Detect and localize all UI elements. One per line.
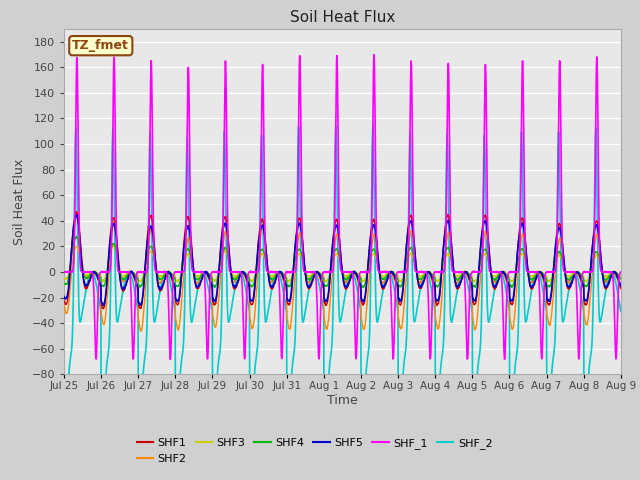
SHF_2 [359,401,367,407]
Line: SHF_1: SHF_1 [64,55,621,360]
SHF_2 [60,388,68,394]
SHF2 [505,286,513,291]
SHF4 [211,285,219,290]
SHF_1 [60,269,68,275]
Line: SHF1: SHF1 [64,212,621,309]
SHF4 [216,263,223,268]
Y-axis label: Soil Heat Flux: Soil Heat Flux [13,158,26,245]
SHF2 [60,302,68,308]
SHF3 [110,242,118,248]
Line: SHF3: SHF3 [64,245,621,282]
SHF3 [216,264,223,269]
SHF2 [74,209,81,215]
SHF1 [60,298,68,303]
SHF5 [60,294,68,300]
SHF3 [359,278,367,284]
SHF4 [584,283,591,288]
SHF1 [216,255,223,261]
Title: Soil Heat Flux: Soil Heat Flux [290,10,395,25]
SHF_1 [617,269,625,275]
SHF2 [138,328,145,334]
SHF_1 [505,270,513,276]
SHF_2 [216,352,223,358]
SHF3 [568,271,576,277]
SHF5 [359,298,367,304]
SHF5 [505,281,513,287]
X-axis label: Time: Time [327,394,358,407]
SHF_1 [568,269,576,275]
SHF_2 [505,304,513,310]
SHF_2 [568,273,576,278]
SHF3 [584,277,591,283]
SHF5 [371,227,379,232]
SHF3 [505,272,513,278]
SHF3 [99,279,106,285]
SHF5 [568,278,576,284]
SHF3 [371,252,379,258]
SHF_1 [166,357,174,362]
Line: SHF_2: SHF_2 [64,125,621,405]
SHF5 [99,302,107,308]
SHF4 [568,274,576,279]
SHF4 [359,284,367,289]
SHF2 [216,285,223,290]
SHF_2 [371,255,379,261]
SHF4 [505,275,513,281]
Line: SHF4: SHF4 [64,236,621,288]
SHF1 [617,285,625,291]
Line: SHF2: SHF2 [64,212,621,331]
SHF_2 [617,309,625,314]
SHF1 [584,298,591,304]
SHF4 [371,248,379,253]
SHF1 [359,302,367,308]
SHF2 [584,320,591,326]
SHF5 [617,283,625,289]
Text: TZ_fmet: TZ_fmet [72,39,129,52]
SHF1 [371,220,379,226]
SHF1 [505,283,513,288]
SHF_2 [369,122,377,128]
SHF4 [60,280,68,286]
SHF4 [72,233,80,239]
Line: SHF5: SHF5 [64,215,621,305]
SHF_1 [359,269,367,275]
SHF2 [371,234,379,240]
SHF2 [568,273,576,279]
SHF5 [73,212,81,218]
SHF2 [617,286,625,292]
SHF1 [568,279,576,285]
SHF_1 [370,52,378,58]
SHF_1 [584,270,591,276]
SHF_2 [62,402,70,408]
SHF5 [584,295,591,301]
SHF_2 [584,387,591,393]
SHF4 [617,276,625,282]
SHF5 [216,257,223,263]
SHF1 [72,209,80,215]
SHF_1 [371,109,379,115]
Legend: SHF1, SHF2, SHF3, SHF4, SHF5, SHF_1, SHF_2: SHF1, SHF2, SHF3, SHF4, SHF5, SHF_1, SHF… [132,433,497,468]
SHF1 [100,306,108,312]
SHF3 [60,276,68,281]
SHF_1 [216,269,223,275]
SHF3 [617,273,625,279]
SHF2 [359,324,367,330]
